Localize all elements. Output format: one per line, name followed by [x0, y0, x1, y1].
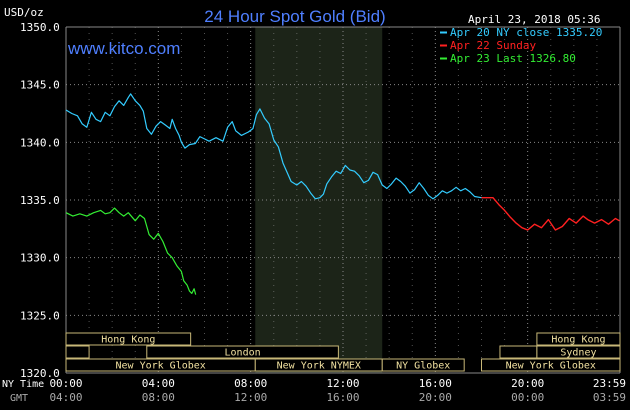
- y-axis-ticks: 1350.0 1345.0 1340.0 1335.0 1330.0 1325.0 1320…: [20, 21, 60, 380]
- legend-entry: Apr 23 Last 1326.80: [450, 52, 576, 65]
- legend-entry: Apr 20 NY close 1335.20: [450, 26, 602, 39]
- y-tick-label: 1340.0: [20, 136, 60, 149]
- ny-time-label: NY Time: [2, 379, 44, 390]
- session-bar: [481, 358, 621, 372]
- grid-lines: [65, 26, 621, 374]
- x-tick-label-gmt: 03:59: [593, 391, 626, 404]
- session-bar-label: New York Globex: [115, 361, 205, 372]
- x-tick-label-ny: 04:00: [142, 377, 175, 390]
- x-tick-label-gmt: 12:00: [234, 391, 267, 404]
- x-tick-label-gmt: 08:00: [142, 391, 175, 404]
- session-bar-label: NY Globex: [396, 361, 450, 372]
- x-tick-label-gmt: 20:00: [419, 391, 452, 404]
- x-tick-label-gmt: 00:00: [511, 391, 544, 404]
- x-axis-ticks: 00:0004:0004:0008:0008:0012:0012:0016:00…: [49, 377, 626, 404]
- session-bars: Hong Kong Hong Kong London Sydney New York G…: [65, 332, 621, 372]
- session-bar: [381, 358, 465, 372]
- session-bar: [65, 345, 90, 359]
- series-group: [65, 93, 620, 295]
- session-bar: [536, 345, 621, 359]
- timestamp: April 23, 2018 05:36: [468, 13, 600, 26]
- session-bar-label: Hong Kong: [101, 335, 155, 346]
- session-bar: [499, 345, 538, 359]
- x-tick-label-ny: 16:00: [419, 377, 452, 390]
- x-tick-label-ny: 08:00: [234, 377, 267, 390]
- session-bar-label: Hong Kong: [551, 335, 605, 346]
- series-line-0: [65, 93, 482, 200]
- session-bar: [146, 345, 339, 359]
- series-line-1: [481, 197, 620, 231]
- x-tick-label-ny: 23:59: [593, 377, 626, 390]
- session-bar-label: New York Globex: [506, 361, 596, 372]
- legend-entry: Apr 22 Sunday: [450, 39, 536, 52]
- y-tick-label: 1325.0: [20, 309, 60, 322]
- y-tick-label: 1335.0: [20, 194, 60, 207]
- website-label: www.kitco.com: [67, 39, 180, 58]
- x-tick-label-ny: 20:00: [511, 377, 544, 390]
- chart-title: 24 Hour Spot Gold (Bid): [204, 7, 385, 26]
- y-tick-label: 1350.0: [20, 21, 60, 34]
- x-tick-label-ny: 12:00: [326, 377, 359, 390]
- session-bar-label: Sydney: [560, 348, 596, 359]
- session-bar: [536, 332, 621, 346]
- x-tick-label-ny: 00:00: [49, 377, 82, 390]
- y-unit-label: USD/oz: [4, 6, 44, 19]
- x-tick-label-gmt: 04:00: [49, 391, 82, 404]
- session-bar: [65, 332, 192, 346]
- x-tick-label-gmt: 16:00: [326, 391, 359, 404]
- session-bar-label: London: [225, 348, 261, 359]
- gmt-label: GMT: [10, 393, 28, 404]
- y-tick-label: 1330.0: [20, 252, 60, 265]
- series-line-2: [65, 207, 197, 295]
- y-tick-label: 1320.0: [20, 367, 60, 380]
- y-tick-label: 1345.0: [20, 79, 60, 92]
- session-bar-label: New York NYMEX: [277, 361, 361, 372]
